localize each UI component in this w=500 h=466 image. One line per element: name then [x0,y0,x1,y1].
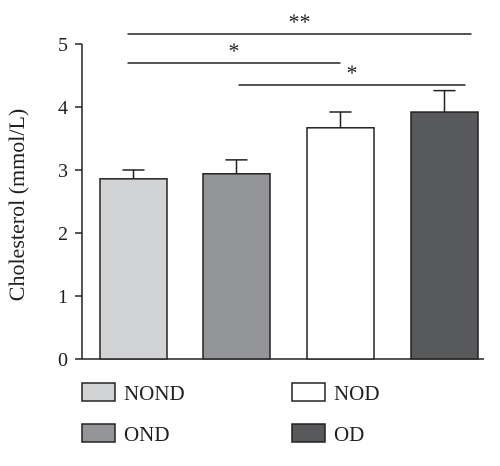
bar-ond [202,173,271,360]
bar-od [410,111,479,360]
legend-label-nond: NOND [124,381,185,405]
significance-label: * [347,60,358,85]
legend: NOND NOD OND OD [81,381,380,446]
y-axis-label: Cholesterol (mmol/L) [4,109,29,301]
bars [99,111,479,360]
y-axis: 0 1 2 3 4 5 [58,34,83,371]
y-tick-label: 1 [58,286,68,308]
y-tick-label: 3 [58,160,68,182]
y-tick-label: 2 [58,223,68,245]
bar-nod [306,127,375,360]
y-tick-label: 5 [58,34,68,56]
bar-nond [99,178,168,360]
legend-label-od: OD [334,422,364,446]
error-bars [122,89,456,179]
legend-label-nod: NOD [334,381,380,405]
legend-label-ond: OND [124,422,170,446]
significance-brackets: **** [127,9,472,86]
y-tick-label: 4 [58,97,68,119]
legend-swatch-nond [81,382,116,402]
significance-label: * [229,38,240,63]
significance-label: ** [289,9,311,34]
y-tick-label: 0 [58,349,68,371]
legend-swatch-ond [81,423,116,443]
legend-swatch-nod [291,382,326,402]
legend-swatch-od [291,423,326,443]
